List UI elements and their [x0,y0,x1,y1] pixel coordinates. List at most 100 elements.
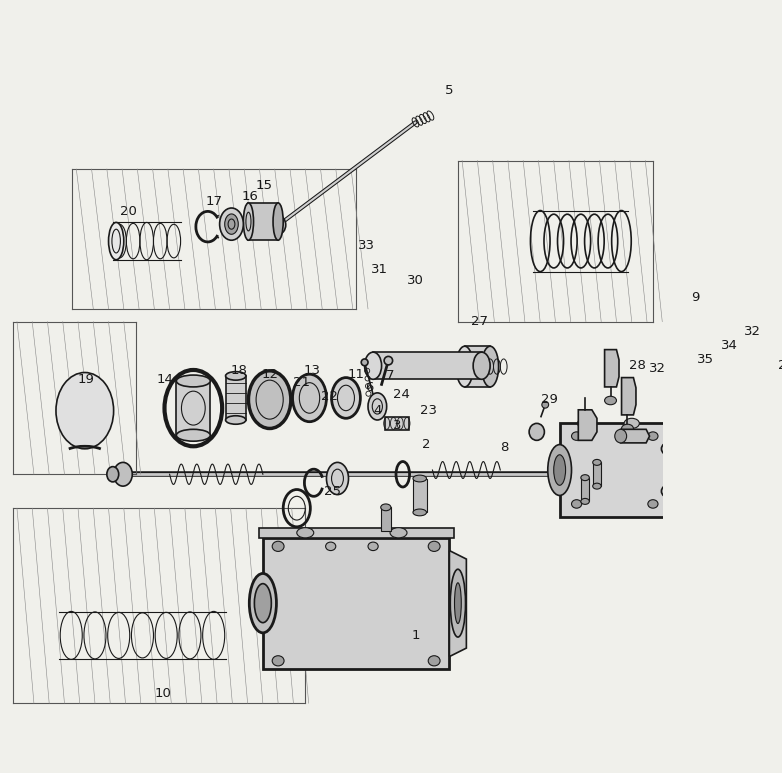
Text: 8: 8 [500,441,509,454]
Ellipse shape [615,429,626,443]
Ellipse shape [581,499,590,504]
Text: 28: 28 [630,359,646,373]
Ellipse shape [271,216,285,234]
Ellipse shape [384,356,393,365]
Ellipse shape [224,214,239,234]
Text: 21: 21 [292,376,310,389]
Text: 33: 33 [358,239,375,252]
Polygon shape [177,381,210,435]
Ellipse shape [325,542,335,550]
Text: 22: 22 [321,390,338,403]
Ellipse shape [254,584,271,623]
Ellipse shape [622,424,633,433]
Text: 26: 26 [778,359,782,373]
Text: 9: 9 [691,291,700,305]
Polygon shape [621,429,650,443]
Text: 7: 7 [386,369,394,382]
Ellipse shape [368,542,378,550]
Ellipse shape [272,656,284,666]
Ellipse shape [647,499,658,508]
Text: 13: 13 [303,364,321,377]
Text: 16: 16 [242,189,259,203]
Text: 32: 32 [648,362,665,375]
Ellipse shape [554,455,565,485]
Ellipse shape [381,504,391,511]
Text: 34: 34 [721,339,737,352]
Text: 24: 24 [393,388,410,401]
Text: 2: 2 [422,438,431,451]
Text: 31: 31 [371,263,389,275]
Polygon shape [581,478,590,502]
Ellipse shape [542,401,549,408]
Text: 19: 19 [78,373,95,386]
Polygon shape [249,203,278,240]
Ellipse shape [473,352,490,380]
Text: 3: 3 [393,419,401,431]
Ellipse shape [547,444,572,495]
Polygon shape [373,352,482,380]
Ellipse shape [109,223,124,260]
Text: 30: 30 [407,274,424,288]
Ellipse shape [577,418,593,428]
Ellipse shape [361,359,368,366]
Ellipse shape [593,483,601,489]
Ellipse shape [604,397,616,405]
Polygon shape [259,528,454,538]
Polygon shape [604,349,619,387]
Text: 29: 29 [541,393,558,406]
Text: 6: 6 [364,381,373,394]
Ellipse shape [220,208,243,240]
Ellipse shape [429,541,440,551]
Ellipse shape [297,528,314,538]
Ellipse shape [413,509,426,516]
Polygon shape [579,410,597,441]
Ellipse shape [624,418,640,428]
Text: 32: 32 [744,325,762,339]
Ellipse shape [249,574,276,633]
Text: 15: 15 [256,179,273,192]
Ellipse shape [113,462,132,486]
Ellipse shape [368,393,386,420]
Ellipse shape [450,569,465,637]
Text: 1: 1 [411,629,420,642]
Ellipse shape [292,374,326,422]
Ellipse shape [593,459,601,465]
Ellipse shape [56,373,113,449]
Text: 4: 4 [373,404,382,417]
Text: 35: 35 [697,353,714,366]
Text: 5: 5 [445,84,454,97]
Polygon shape [225,376,246,420]
Text: 27: 27 [471,315,488,328]
Ellipse shape [243,203,253,240]
Polygon shape [381,507,391,531]
Ellipse shape [390,528,407,538]
Text: 20: 20 [120,205,138,218]
Polygon shape [263,538,450,669]
Ellipse shape [177,375,210,387]
Ellipse shape [177,429,210,441]
Ellipse shape [429,656,440,666]
Ellipse shape [662,485,678,498]
Polygon shape [560,424,670,516]
Ellipse shape [413,475,426,482]
Ellipse shape [581,475,590,481]
Ellipse shape [529,424,544,441]
Ellipse shape [225,372,246,380]
Polygon shape [622,377,636,415]
Polygon shape [450,550,466,656]
Ellipse shape [662,442,678,455]
Ellipse shape [482,346,499,387]
Ellipse shape [572,432,582,441]
Ellipse shape [249,371,291,428]
Ellipse shape [454,583,461,624]
Ellipse shape [364,352,382,380]
Ellipse shape [225,416,246,424]
Text: 25: 25 [324,485,341,498]
Text: 11: 11 [348,368,364,381]
Ellipse shape [272,541,284,551]
Ellipse shape [273,203,283,240]
Polygon shape [385,417,409,430]
Ellipse shape [572,499,582,508]
Text: 14: 14 [157,373,174,386]
Text: 17: 17 [205,195,222,208]
